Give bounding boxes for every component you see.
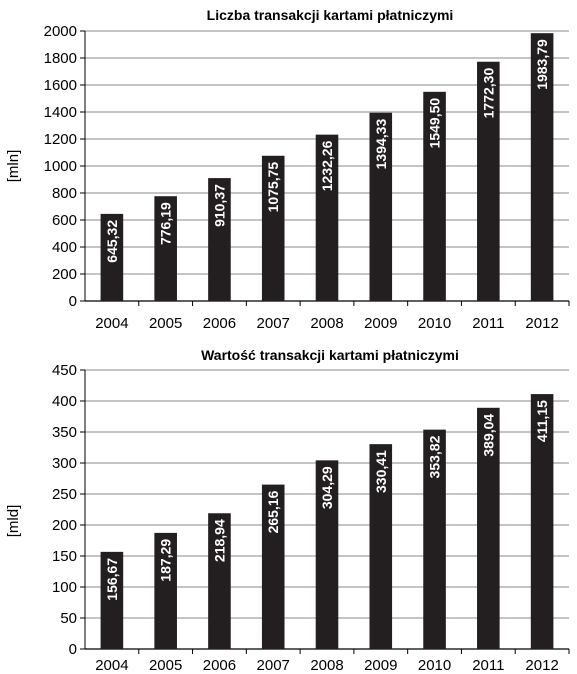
bar bbox=[261, 484, 285, 649]
bar bbox=[369, 112, 393, 302]
x-tick-label: 2005 bbox=[149, 657, 182, 674]
bar bbox=[208, 513, 231, 649]
x-tick-label: 2006 bbox=[203, 315, 236, 332]
bar-value-label: 776,19 bbox=[158, 202, 174, 245]
bar-value-label: 156,67 bbox=[104, 558, 120, 601]
bar bbox=[154, 532, 177, 649]
y-tick-label: 50 bbox=[60, 610, 77, 627]
bar bbox=[530, 394, 554, 649]
y-axis-label: [mld] bbox=[5, 505, 22, 538]
x-tick-label: 2010 bbox=[418, 657, 451, 674]
bar-value-label: 353,82 bbox=[427, 435, 443, 478]
bar bbox=[477, 407, 500, 649]
y-tick-label: 0 bbox=[69, 641, 77, 658]
bar-value-label: 389,04 bbox=[480, 414, 496, 457]
y-tick-label: 1400 bbox=[44, 104, 77, 121]
y-tick-label: 1200 bbox=[44, 131, 77, 148]
bar-value-label: 910,37 bbox=[211, 184, 227, 227]
bar-value-label: 1394,33 bbox=[373, 119, 389, 170]
x-tick-label: 2011 bbox=[472, 315, 504, 332]
y-tick-label: 400 bbox=[52, 393, 77, 410]
chart-title: Wartość transakcji kartami płatniczymi bbox=[201, 347, 459, 363]
y-tick-label: 200 bbox=[52, 266, 77, 283]
bar bbox=[154, 196, 177, 301]
bar bbox=[530, 33, 554, 301]
y-tick-label: 0 bbox=[69, 293, 77, 310]
transaction-value-chart: Wartość transakcji kartami płatniczymi [… bbox=[5, 347, 570, 674]
y-tick-label: 150 bbox=[52, 548, 77, 565]
bar-value-label: 1772,30 bbox=[480, 68, 496, 119]
bar-value-label: 1075,75 bbox=[265, 162, 281, 213]
y-tick-label: 400 bbox=[52, 239, 77, 256]
x-tick-label: 2004 bbox=[95, 315, 128, 332]
x-tick-label: 2012 bbox=[525, 315, 558, 332]
x-tick-label: 2005 bbox=[149, 315, 182, 332]
bar-value-label: 304,29 bbox=[319, 466, 335, 509]
bar-value-label: 645,32 bbox=[104, 220, 120, 263]
chart-title: Liczba transakcji kartami płatniczymi bbox=[207, 7, 454, 23]
y-tick-label: 200 bbox=[52, 517, 77, 534]
y-axis-label: [mln] bbox=[5, 150, 22, 183]
bar bbox=[369, 444, 393, 649]
bar bbox=[100, 213, 124, 301]
y-tick-label: 350 bbox=[52, 424, 77, 441]
y-tick-label: 250 bbox=[52, 486, 77, 503]
bar bbox=[423, 429, 446, 649]
y-tick-label: 1000 bbox=[44, 158, 77, 175]
x-tick-label: 2009 bbox=[364, 657, 397, 674]
x-tick-label: 2008 bbox=[310, 657, 343, 674]
bar-value-label: 265,16 bbox=[265, 490, 281, 533]
x-tick-label: 2010 bbox=[418, 315, 451, 332]
y-tick-label: 1800 bbox=[44, 50, 77, 67]
x-tick-label: 2004 bbox=[95, 657, 128, 674]
x-tick-label: 2007 bbox=[257, 315, 290, 332]
bar bbox=[315, 134, 339, 301]
x-tick-label: 2012 bbox=[525, 657, 558, 674]
y-tick-label: 300 bbox=[52, 455, 77, 472]
bar bbox=[261, 155, 285, 301]
y-tick-label: 2000 bbox=[44, 23, 77, 40]
x-tick-label: 2006 bbox=[203, 657, 236, 674]
x-tick-label: 2011 bbox=[472, 657, 504, 674]
bar bbox=[100, 551, 124, 649]
y-tick-label: 100 bbox=[52, 579, 77, 596]
y-tick-label: 1600 bbox=[44, 77, 77, 94]
bar-value-label: 1983,79 bbox=[534, 39, 550, 90]
bar bbox=[423, 91, 446, 301]
bar-value-label: 187,29 bbox=[158, 539, 174, 582]
bar bbox=[315, 460, 339, 649]
bar bbox=[208, 178, 231, 301]
bar-value-label: 411,15 bbox=[534, 400, 550, 442]
x-tick-label: 2009 bbox=[364, 315, 397, 332]
y-tick-label: 450 bbox=[52, 362, 77, 379]
x-tick-label: 2007 bbox=[257, 657, 290, 674]
y-tick-label: 600 bbox=[52, 212, 77, 229]
y-tick-label: 800 bbox=[52, 185, 77, 202]
x-tick-label: 2008 bbox=[310, 315, 343, 332]
bar-value-label: 1549,50 bbox=[427, 98, 443, 149]
transaction-count-chart: Liczba transakcji kartami płatniczymi [m… bbox=[5, 7, 570, 332]
bar-value-label: 1232,26 bbox=[319, 140, 335, 191]
bar bbox=[477, 61, 500, 301]
bar-value-label: 218,94 bbox=[211, 519, 227, 562]
bar-value-label: 330,41 bbox=[373, 450, 389, 493]
